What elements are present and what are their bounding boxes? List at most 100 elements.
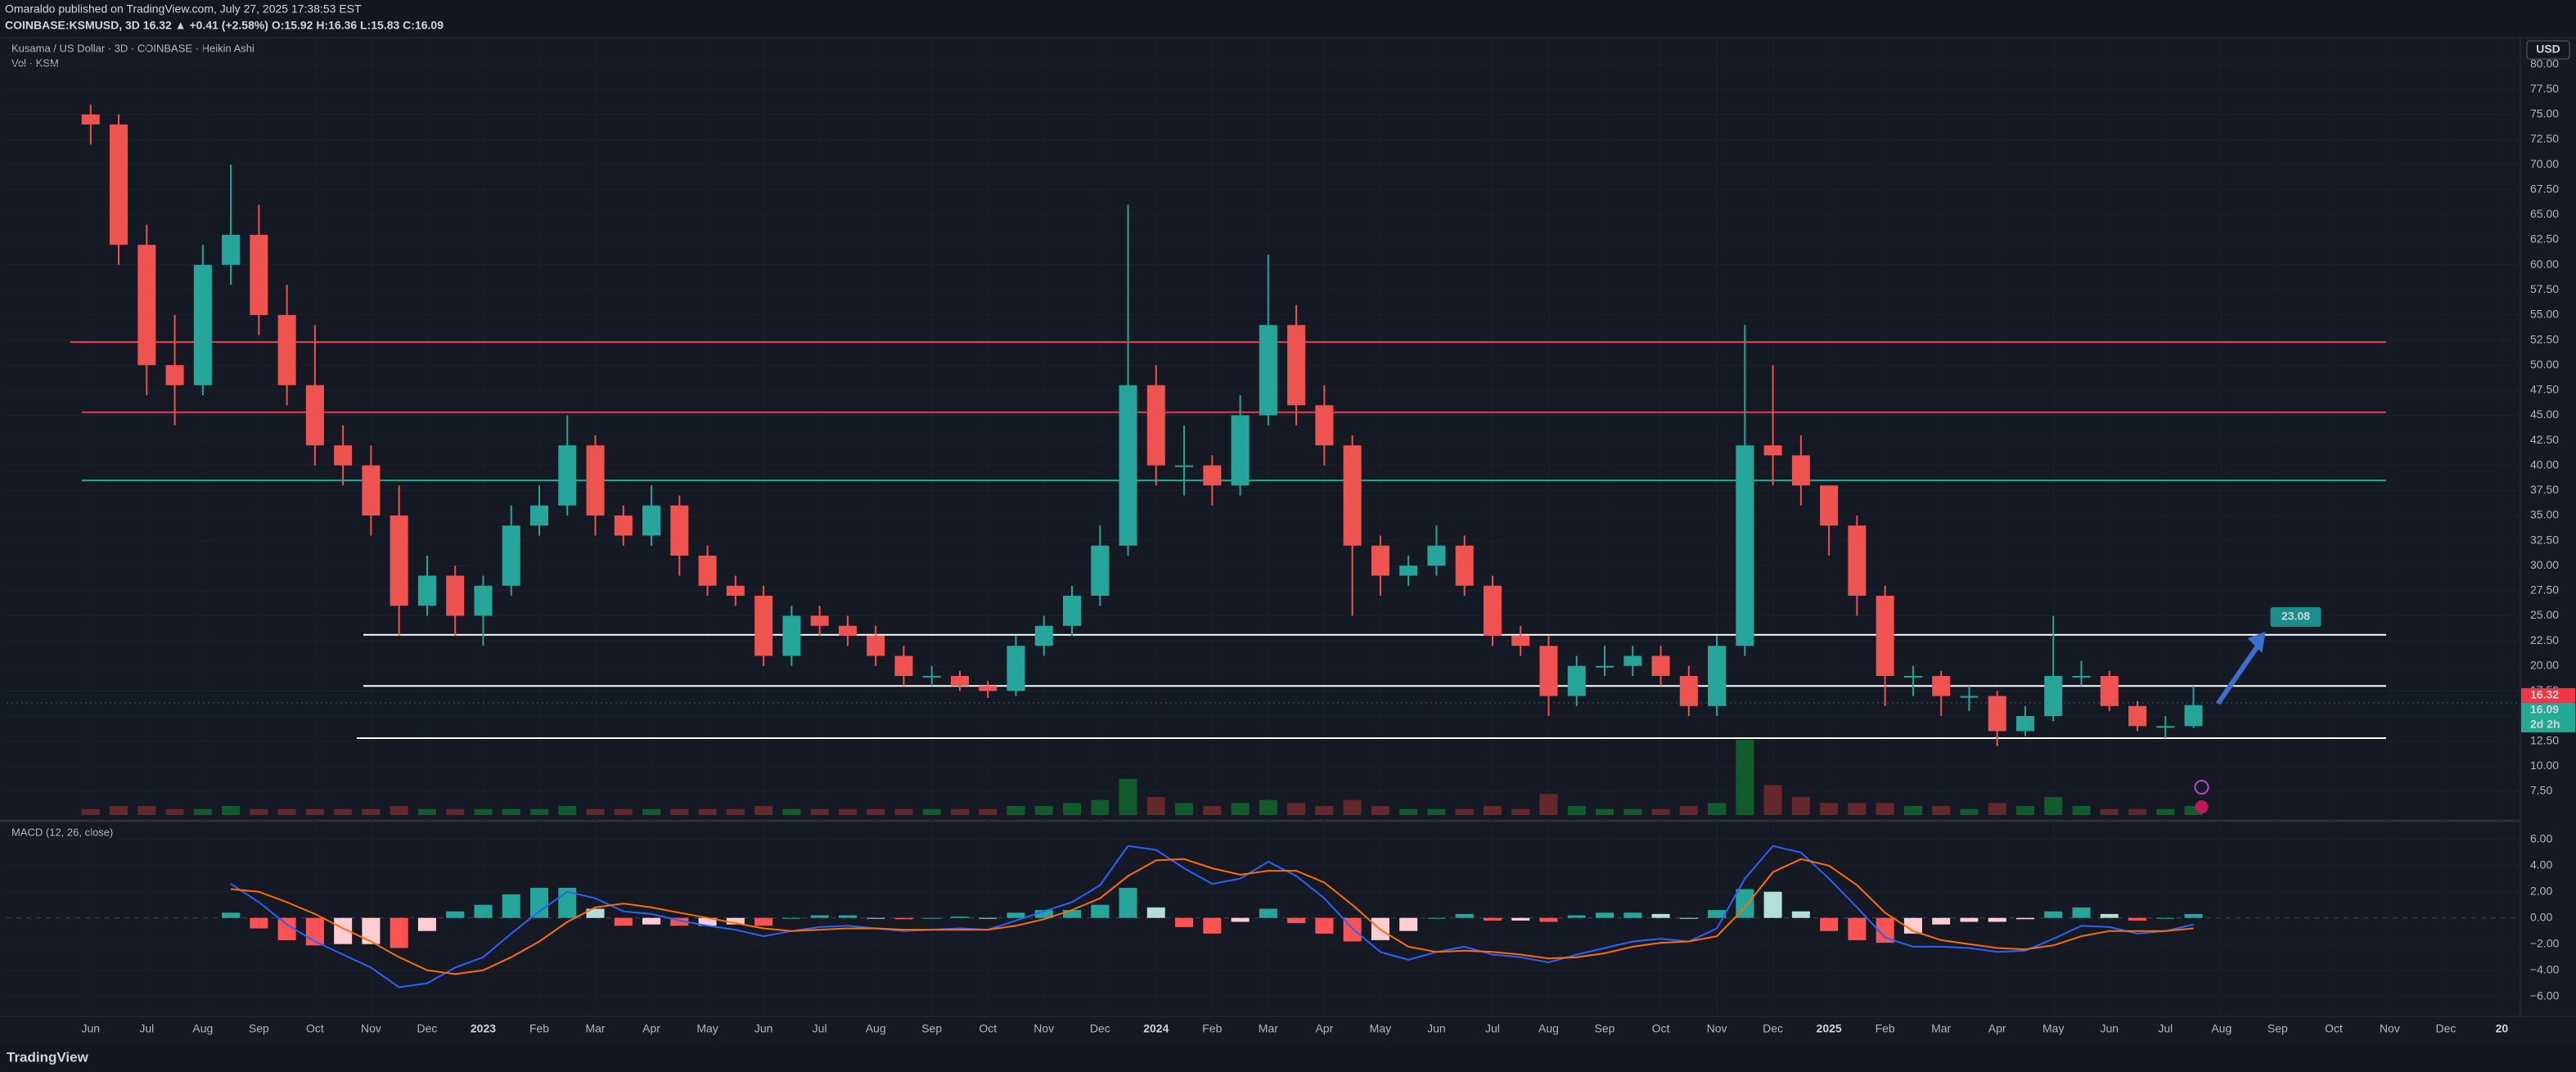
- macd-histogram-bar: [1736, 889, 1754, 918]
- main-legend: Kusama / US Dollar · 3D · COINBASE · Hei…: [11, 42, 254, 54]
- candle-body: [1736, 445, 1754, 646]
- volume-bar: [1175, 803, 1194, 815]
- candle-body: [1091, 545, 1110, 596]
- volume-bar: [2156, 809, 2175, 815]
- volume-bar: [165, 809, 184, 815]
- candle-body: [1876, 596, 1894, 677]
- x-tick-label: May: [2042, 1022, 2064, 1035]
- x-tick-label: 2024: [1143, 1022, 1169, 1035]
- currency[interactable]: USD: [2536, 43, 2560, 56]
- volume-bar: [1960, 809, 1979, 815]
- y-tick-label: 10.00: [2530, 759, 2559, 772]
- x-tick-label: 2023: [471, 1022, 496, 1035]
- macd-histogram-bar: [979, 917, 998, 919]
- y-tick-label: 27.50: [2530, 583, 2559, 597]
- y-tick-label: 40.00: [2530, 457, 2559, 471]
- macd-histogram-bar: [474, 904, 493, 918]
- macd-histogram-bar: [334, 917, 353, 944]
- target-arrow: [2216, 645, 2260, 705]
- x-tick-label: Nov: [1707, 1022, 1727, 1035]
- last-price-box: [2521, 687, 2575, 703]
- candle-body: [1483, 585, 1502, 637]
- candle-body: [726, 585, 745, 596]
- volume-bar: [2044, 796, 2063, 815]
- volume-bar: [1259, 799, 1277, 815]
- close-price-box: [2521, 702, 2575, 732]
- x-tick-label: Dec: [417, 1022, 437, 1035]
- macd-histogram-bar: [614, 917, 633, 926]
- candle-body: [979, 686, 998, 691]
- x-tick-label: Jul: [1485, 1022, 1500, 1035]
- x-tick-label: Sep: [249, 1022, 269, 1035]
- candle-body: [950, 676, 969, 687]
- y-tick-label: 20.00: [2530, 658, 2559, 671]
- candle-body: [867, 636, 885, 656]
- x-tick-label: Jul: [2158, 1022, 2173, 1035]
- x-tick-label: Aug: [192, 1022, 213, 1035]
- volume-bar: [979, 809, 998, 815]
- volume-bar: [782, 809, 801, 815]
- volume-bar: [1624, 809, 1642, 815]
- candle-body: [2100, 676, 2119, 706]
- x-tick-label: Mar: [1259, 1022, 1278, 1035]
- volume-bar: [838, 809, 857, 815]
- volume-bar: [642, 809, 661, 815]
- candle-body: [1427, 545, 1446, 566]
- volume-bar: [2184, 805, 2203, 815]
- currency-box[interactable]: [2526, 40, 2570, 60]
- candle-body: [137, 245, 156, 366]
- candle-body: [698, 555, 717, 586]
- candle-body: [1511, 636, 1530, 646]
- y-tick-label: 32.50: [2530, 533, 2559, 546]
- x-tick-label: Jun: [82, 1022, 101, 1035]
- volume-bar: [390, 805, 408, 815]
- y-tick-label: 60.00: [2530, 257, 2559, 270]
- candle-body: [838, 625, 857, 637]
- y-tick-label: 12.50: [2530, 733, 2559, 746]
- footer-brand: TradingView: [7, 1049, 89, 1065]
- x-tick-label: Mar: [585, 1022, 605, 1035]
- candle-body: [558, 445, 577, 506]
- candle-body: [1231, 415, 1250, 486]
- volume-bar: [810, 809, 829, 815]
- candle-body: [810, 615, 829, 626]
- volume-bar: [362, 809, 381, 815]
- x-tick-label: May: [1370, 1022, 1391, 1035]
- y-tick-label: 45.00: [2530, 408, 2559, 421]
- candle-body: [586, 445, 605, 516]
- volume-bar: [614, 809, 633, 815]
- y-tick-label: 55.00: [2530, 308, 2559, 321]
- y-tick-label: 72.50: [2530, 132, 2559, 145]
- volume-bar: [1932, 805, 1951, 815]
- x-tick-label: Feb: [529, 1022, 549, 1035]
- x-tick-label: Sep: [2268, 1022, 2288, 1035]
- volume-bar: [1820, 803, 1839, 815]
- x-tick-label: Dec: [1763, 1022, 1783, 1035]
- macd-tick-label: 6.00: [2530, 831, 2552, 845]
- x-tick-label: Dec: [1090, 1022, 1110, 1035]
- macd-histogram-bar: [2100, 913, 2119, 918]
- candle-body: [1708, 646, 1727, 706]
- volume-bar: [2072, 805, 2091, 815]
- volume-bar: [698, 809, 717, 815]
- candle-body: [1343, 445, 1362, 546]
- y-tick-label: 47.50: [2530, 383, 2559, 396]
- macd-histogram-bar: [670, 917, 689, 926]
- macd-histogram-bar: [390, 917, 408, 948]
- x-tick-label: Jun: [1427, 1022, 1446, 1035]
- macd-legend: MACD (12, 26, close): [11, 826, 113, 838]
- volume-bar: [1287, 803, 1306, 815]
- volume-bar: [1651, 809, 1670, 815]
- candle-body: [1596, 665, 1615, 668]
- volume-bar: [1876, 803, 1894, 815]
- volume-bar: [1539, 794, 1558, 815]
- macd-histogram-bar: [2015, 917, 2034, 920]
- macd-histogram-bar: [1679, 917, 1698, 919]
- macd-histogram-bar: [782, 917, 801, 919]
- macd-histogram-bar: [1259, 908, 1277, 918]
- candle-body: [1848, 525, 1867, 596]
- y-tick-label: 70.00: [2530, 157, 2559, 170]
- candle-body: [1763, 445, 1782, 456]
- volume-bar: [1791, 796, 1810, 815]
- candle-body: [1679, 676, 1698, 706]
